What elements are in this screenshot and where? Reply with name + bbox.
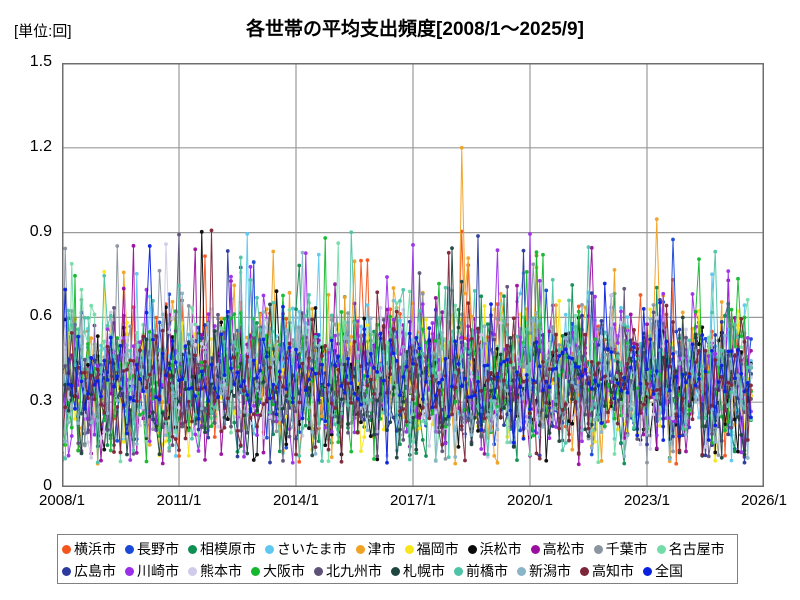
legend-label: 浜松市 — [479, 541, 522, 557]
legend-color-swatch-icon — [454, 566, 463, 576]
legend-label: 相模原市 — [200, 541, 256, 557]
unit-label: [単位:回] — [14, 23, 72, 40]
legend-item[interactable]: 全国 — [643, 564, 683, 578]
y-tick-label: 1.2 — [29, 137, 52, 155]
legend-label: 前橋市 — [466, 563, 508, 579]
legend-color-swatch-icon — [265, 544, 274, 554]
legend-label: 新潟市 — [529, 563, 571, 579]
legend-item[interactable]: 北九州市 — [314, 564, 382, 578]
x-tick-label: 2011/1 — [156, 492, 202, 509]
legend-item[interactable]: 名古屋市 — [656, 541, 725, 557]
legend-item[interactable]: 津市 — [355, 541, 396, 557]
x-tick-label: 2008/1 — [39, 492, 85, 509]
legend-label: さいたま市 — [277, 541, 347, 557]
legend-item[interactable]: 前橋市 — [454, 564, 508, 578]
legend-item[interactable]: さいたま市 — [265, 542, 347, 556]
legend-item[interactable]: 横浜市 — [62, 542, 116, 556]
legend-label: 津市 — [367, 541, 396, 557]
chart-title: 各世帯の平均支出頻度[2008/1～2025/9] — [246, 19, 584, 40]
legend-color-swatch-icon — [593, 544, 603, 554]
legend-color-swatch-icon — [62, 566, 71, 576]
x-tick-label: 2014/1 — [273, 492, 319, 509]
legend-item[interactable]: 大阪市 — [251, 564, 305, 578]
legend-item[interactable]: 高知市 — [580, 564, 634, 578]
legend-color-swatch-icon — [188, 544, 197, 554]
legend-color-swatch-icon — [517, 566, 526, 576]
legend-color-swatch-icon — [62, 544, 71, 554]
plot-area — [62, 63, 764, 487]
legend-label: 長野市 — [137, 541, 179, 557]
legend-item[interactable]: 千葉市 — [593, 541, 648, 557]
legend-color-swatch-icon — [391, 566, 400, 576]
x-tick-label: 2020/1 — [507, 492, 553, 509]
legend-label: 全国 — [655, 563, 683, 579]
legend-label: 高松市 — [542, 541, 585, 557]
legend-label: 千葉市 — [605, 541, 648, 557]
legend-label: 横浜市 — [74, 541, 116, 557]
legend-label: 札幌市 — [403, 563, 445, 579]
y-tick-label: 1.5 — [29, 53, 52, 70]
legend-color-swatch-icon — [188, 566, 197, 576]
legend-color-swatch-icon — [530, 544, 540, 554]
y-tick-label: 0 — [43, 477, 52, 494]
legend-label: 福岡市 — [416, 541, 459, 557]
legend-item[interactable]: 広島市 — [62, 564, 116, 578]
legend-item[interactable]: 札幌市 — [391, 564, 445, 578]
legend-label: 熊本市 — [200, 563, 242, 579]
legend-color-swatch-icon — [467, 544, 477, 554]
legend-label: 広島市 — [74, 563, 116, 579]
x-tick-label: 2023/1 — [624, 492, 670, 509]
legend-item[interactable]: 高松市 — [530, 541, 585, 557]
legend-color-swatch-icon — [314, 566, 323, 576]
legend-item[interactable]: 浜松市 — [467, 541, 522, 557]
legend-color-swatch-icon — [656, 544, 666, 554]
legend-label: 川崎市 — [137, 563, 179, 579]
series-19 — [62, 244, 753, 465]
legend-item[interactable]: 福岡市 — [404, 541, 459, 557]
legend-color-swatch-icon — [355, 544, 365, 554]
x-tick-label: 2017/1 — [390, 492, 436, 509]
legend-color-swatch-icon — [643, 566, 652, 576]
legend-color-swatch-icon — [580, 566, 589, 576]
legend-item[interactable]: 相模原市 — [188, 542, 256, 556]
legend-row-1: 横浜市 長野市 相模原市 さいたま市 津市 福岡市 浜松市 高松市 千葉市 名古屋市 — [62, 538, 733, 560]
legend-item[interactable]: 長野市 — [125, 542, 179, 556]
legend-item[interactable]: 新潟市 — [517, 564, 571, 578]
legend-item[interactable]: 熊本市 — [188, 564, 242, 578]
legend-color-swatch-icon — [404, 544, 414, 554]
chart-legend: 横浜市 長野市 相模原市 さいたま市 津市 福岡市 浜松市 高松市 千葉市 名古屋市 広島市 川崎市… — [57, 534, 738, 584]
legend-label: 大阪市 — [263, 563, 305, 579]
chart-canvas — [62, 63, 764, 487]
legend-label: 高知市 — [592, 563, 634, 579]
y-tick-label: 0.6 — [29, 307, 52, 325]
legend-label: 名古屋市 — [668, 541, 725, 557]
legend-item[interactable]: 川崎市 — [125, 564, 179, 578]
y-tick-label: 0.3 — [29, 392, 52, 410]
legend-color-swatch-icon — [251, 566, 260, 576]
legend-label: 北九州市 — [326, 563, 382, 579]
y-tick-label: 0.9 — [29, 222, 52, 240]
x-tick-label: 2026/1 — [741, 492, 787, 509]
legend-color-swatch-icon — [125, 566, 134, 576]
legend-row-2: 広島市 川崎市 熊本市 大阪市 北九州市 札幌市 前橋市 新潟市 高知市 全国 — [62, 560, 733, 582]
legend-color-swatch-icon — [125, 544, 134, 554]
